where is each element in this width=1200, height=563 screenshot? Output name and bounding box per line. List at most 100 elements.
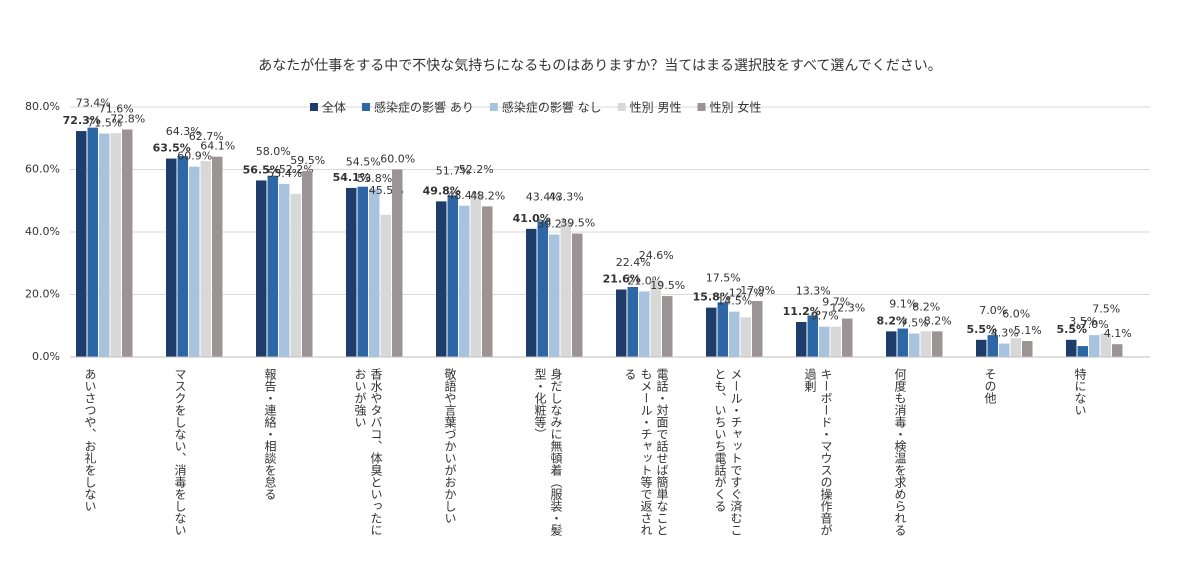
value-label: 24.6% [639, 249, 674, 262]
value-label: 11.2% [783, 305, 821, 318]
value-label: 64.1% [200, 140, 235, 153]
x-tick-label: マスクをしない、消毒をしない [173, 368, 187, 536]
value-label: 48.2% [470, 189, 505, 202]
value-label: 6.0% [1002, 307, 1030, 320]
value-label: 54.1% [333, 171, 371, 184]
y-tick-label: 80.0% [25, 100, 60, 113]
bar [932, 331, 943, 357]
x-tick-label: 特にない [1073, 368, 1087, 416]
value-label: 7.0% [1081, 318, 1109, 331]
value-label: 59.5% [290, 154, 325, 167]
bar [572, 233, 583, 357]
x-tick-label: 報告・連絡・相談を怠る [263, 368, 277, 500]
chart-title: あなたが仕事をする中で不快な気持ちになるものはありますか？当てはまる選択肢をすべ… [258, 58, 941, 74]
bar [122, 129, 133, 357]
bar [110, 133, 121, 357]
bar [549, 234, 560, 357]
bar [639, 291, 650, 357]
bar [279, 183, 290, 357]
value-label: 4.1% [1104, 327, 1132, 340]
value-label: 8.2% [912, 300, 940, 313]
value-label: 63.5% [153, 142, 191, 155]
value-label: 71.5% [87, 117, 122, 130]
bar [369, 188, 380, 357]
bar [212, 156, 223, 357]
bar [1066, 339, 1077, 357]
bar [976, 339, 987, 357]
bar [717, 302, 728, 357]
value-label: 55.4% [267, 167, 302, 180]
bar [267, 175, 278, 357]
value-label: 5.5% [1056, 323, 1087, 336]
x-tick-label: 香水やタバコ、体臭といったにおいが強い [353, 368, 383, 536]
legend-label: 感染症の影響 なし [502, 100, 602, 115]
bar [616, 289, 627, 357]
bar [886, 331, 897, 357]
bar [909, 333, 920, 357]
bar [256, 180, 267, 357]
value-label: 39.5% [560, 217, 595, 230]
bar [729, 311, 740, 357]
value-label: 49.8% [423, 184, 461, 197]
legend-swatch [489, 103, 498, 111]
value-label: 22.4% [616, 256, 651, 269]
value-label: 9.7% [811, 310, 839, 323]
value-label: 72.8% [110, 113, 145, 126]
value-label: 15.8% [693, 291, 731, 304]
bar [482, 206, 493, 357]
bar [447, 195, 458, 357]
value-label: 17.5% [706, 271, 741, 284]
legend-label: 性別 女性 [710, 100, 762, 115]
value-label: 19.5% [650, 279, 685, 292]
legend-swatch [310, 103, 318, 111]
legend-swatch [617, 103, 626, 111]
bar [819, 326, 830, 357]
value-label: 62.7% [189, 130, 224, 143]
bar [897, 328, 908, 357]
value-label: 9.7% [822, 296, 850, 309]
bar [380, 214, 391, 357]
value-label: 53.8% [357, 172, 392, 185]
legend-label: 性別 男性 [630, 101, 682, 115]
bar [357, 186, 368, 357]
bar [560, 221, 571, 357]
bar [76, 131, 87, 357]
x-tick-label: 何度も消毒・検温を求められる [893, 368, 907, 536]
x-tick-label: その他 [983, 368, 997, 404]
bar [1077, 346, 1088, 357]
bar [392, 169, 403, 357]
bar [87, 127, 98, 357]
x-tick-label: 身だしなみに無頓着（服装・髪型・化粧等） [533, 368, 563, 536]
value-label: 12.3% [830, 302, 865, 315]
legend-label: 全体 [322, 100, 346, 115]
value-label: 7.0% [979, 304, 1007, 317]
x-tick-label: 電話・対面で話せば簡単なこともメール・チャット等で返される [623, 368, 669, 536]
value-label: 52.2% [459, 163, 494, 176]
x-tick-label: メール・チャットですぐ済むことも、いちいち電話がくる [713, 368, 743, 536]
y-tick-label: 20.0% [25, 288, 60, 301]
bar [537, 221, 548, 357]
bar [166, 158, 177, 357]
bar [999, 343, 1010, 357]
bar [662, 296, 673, 357]
bar [1089, 335, 1100, 357]
value-label: 43.3% [549, 191, 584, 204]
value-label: 5.1% [1014, 324, 1042, 337]
y-tick-label: 60.0% [25, 163, 60, 176]
value-label: 73.4% [76, 97, 111, 110]
bar [830, 326, 841, 357]
value-label: 4.3% [991, 327, 1019, 340]
bar [526, 228, 537, 357]
value-label: 60.0% [380, 153, 415, 166]
bar [346, 187, 357, 357]
legend-swatch [697, 103, 706, 111]
y-tick-label: 40.0% [25, 225, 60, 238]
bar [1100, 333, 1111, 357]
value-label: 71.6% [99, 102, 134, 115]
bar [807, 315, 818, 357]
bar [627, 287, 638, 357]
bar [189, 166, 200, 357]
value-label: 58.0% [256, 145, 291, 158]
